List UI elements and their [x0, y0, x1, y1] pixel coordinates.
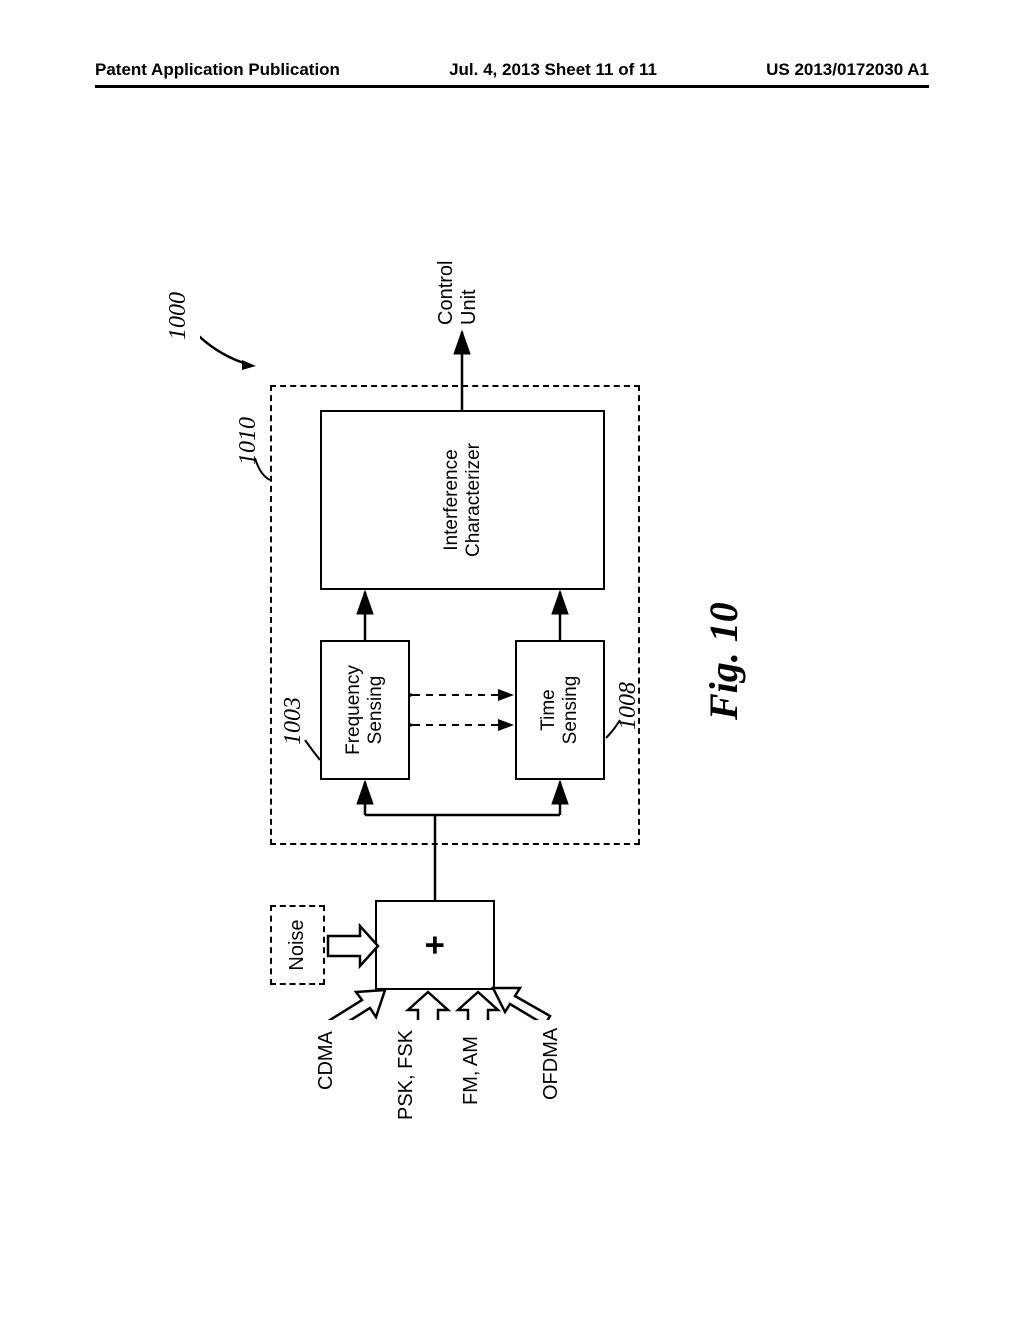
frequency-sensing-block: Frequency Sensing	[320, 640, 410, 780]
freq-sensing-label: Frequency Sensing	[343, 665, 387, 755]
input-ofdma: OFDMA	[540, 1028, 563, 1100]
header-center: Jul. 4, 2013 Sheet 11 of 11	[449, 60, 657, 80]
input-cdma: CDMA	[315, 1031, 338, 1090]
interference-label: Interference Characterizer	[441, 443, 485, 557]
header-rule	[95, 85, 929, 88]
noise-box: Noise	[270, 905, 325, 985]
diagram-container: Fig. 10 1000 CDMA PSK, FSK FM, AM OFDMA …	[50, 370, 850, 870]
ref-1008: 1008	[615, 682, 642, 730]
control-unit-label: Control Unit	[435, 261, 481, 325]
ref-1010: 1010	[235, 417, 262, 465]
summer-symbol: +	[416, 935, 455, 955]
figure-label: Fig. 10	[700, 602, 747, 720]
header-left: Patent Application Publication	[95, 60, 340, 80]
time-sensing-label: Time Sensing	[538, 676, 582, 745]
interference-characterizer-block: Interference Characterizer	[320, 410, 605, 590]
input-fm-am: FM, AM	[460, 1036, 483, 1105]
input-psk-fsk: PSK, FSK	[395, 1030, 418, 1120]
page: Patent Application Publication Jul. 4, 2…	[0, 0, 1024, 1320]
ref-1003: 1003	[280, 697, 307, 745]
time-sensing-block: Time Sensing	[515, 640, 605, 780]
summer-block: +	[375, 900, 495, 990]
noise-label: Noise	[286, 919, 309, 970]
page-header: Patent Application Publication Jul. 4, 2…	[0, 60, 1024, 80]
header-right: US 2013/0172030 A1	[766, 60, 929, 80]
diagram: Fig. 10 1000 CDMA PSK, FSK FM, AM OFDMA …	[200, 220, 700, 1020]
ref-main: 1000	[165, 292, 192, 340]
